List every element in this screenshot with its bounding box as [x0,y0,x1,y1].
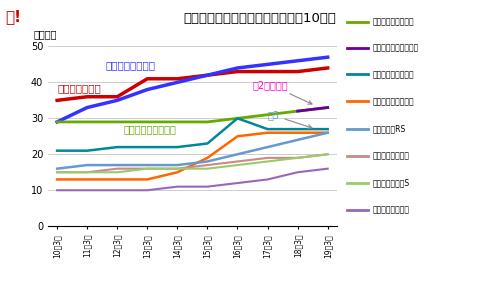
Text: 長谷エコミュニティ: 長谷エコミュニティ [372,70,413,79]
Text: 日本ハウズイング: 日本ハウズイング [105,60,155,70]
Text: 合人社計画研究所: 合人社計画研究所 [372,151,408,160]
Text: 東急コミュニティー: 東急コミュニティー [123,124,176,135]
Text: 大和ライフネクスト: 大和ライフネクスト [372,97,413,106]
Text: 大京アステージ: 大京アステージ [57,83,101,93]
Text: コミュニティワン: コミュニティワン [372,205,408,214]
Text: 第2グループ: 第2グループ [252,80,312,104]
Text: 東急コミュニティー: 東急コミュニティー [372,17,413,26]
Text: マンション管理戸数の推移（上位10社）: マンション管理戸数の推移（上位10社） [183,12,336,25]
Text: 三井不動産RS: 三井不動産RS [372,124,405,133]
Text: 三菱地所コミュニティ: 三菱地所コミュニティ [372,43,418,52]
Text: マ!: マ! [5,9,21,24]
Text: 住友不動産建物S: 住友不動産建物S [372,178,408,187]
Text: （万戸）: （万戸） [33,29,57,39]
Text: 第3: 第3 [267,110,311,128]
